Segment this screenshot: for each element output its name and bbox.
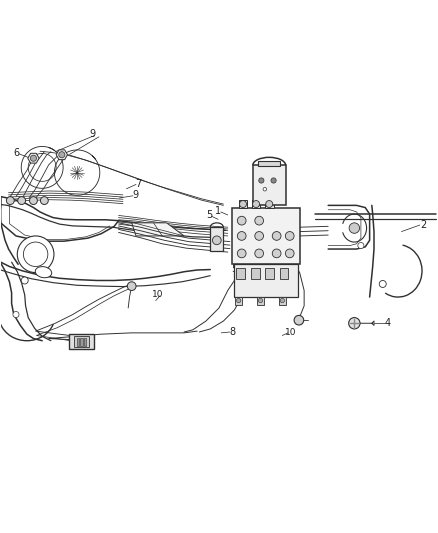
Bar bbox=[235, 297, 242, 305]
Circle shape bbox=[7, 197, 14, 205]
Circle shape bbox=[127, 282, 136, 290]
Circle shape bbox=[59, 152, 65, 158]
Bar bbox=[77, 338, 79, 346]
Text: 8: 8 bbox=[229, 327, 235, 337]
Circle shape bbox=[18, 197, 25, 205]
Bar bbox=[251, 268, 260, 279]
Circle shape bbox=[255, 249, 264, 258]
Circle shape bbox=[255, 231, 264, 240]
Bar bbox=[279, 297, 286, 305]
Text: 10: 10 bbox=[285, 328, 297, 337]
Circle shape bbox=[40, 197, 48, 205]
Circle shape bbox=[253, 200, 260, 207]
Bar bbox=[280, 268, 288, 279]
Text: 4: 4 bbox=[385, 318, 391, 328]
Circle shape bbox=[280, 298, 285, 303]
Circle shape bbox=[358, 243, 364, 248]
Bar bbox=[210, 227, 223, 251]
Circle shape bbox=[349, 318, 360, 329]
Circle shape bbox=[272, 231, 281, 240]
Circle shape bbox=[23, 242, 48, 266]
Circle shape bbox=[286, 231, 294, 240]
Text: 5: 5 bbox=[255, 182, 261, 192]
Bar bbox=[237, 268, 245, 279]
Circle shape bbox=[379, 280, 386, 287]
Circle shape bbox=[294, 316, 304, 325]
Bar bbox=[69, 334, 94, 350]
Circle shape bbox=[266, 200, 273, 207]
Circle shape bbox=[237, 216, 246, 225]
Circle shape bbox=[258, 298, 263, 303]
Bar bbox=[265, 200, 274, 208]
Bar bbox=[257, 297, 264, 305]
Text: 9: 9 bbox=[89, 129, 95, 139]
Polygon shape bbox=[56, 150, 67, 160]
Circle shape bbox=[237, 298, 241, 303]
Text: 10: 10 bbox=[152, 290, 164, 300]
Circle shape bbox=[29, 197, 37, 205]
Circle shape bbox=[30, 155, 36, 161]
Polygon shape bbox=[132, 223, 184, 236]
Circle shape bbox=[255, 216, 264, 225]
Circle shape bbox=[271, 178, 276, 183]
Circle shape bbox=[17, 236, 54, 272]
Text: 1: 1 bbox=[215, 206, 221, 216]
Text: 2: 2 bbox=[420, 220, 427, 230]
Bar bbox=[253, 165, 286, 205]
Bar bbox=[239, 200, 247, 208]
Circle shape bbox=[21, 277, 28, 284]
Circle shape bbox=[263, 188, 267, 191]
Text: 5: 5 bbox=[206, 211, 212, 221]
Text: 5: 5 bbox=[231, 264, 237, 274]
Circle shape bbox=[286, 249, 294, 258]
Text: 7: 7 bbox=[135, 179, 142, 189]
Bar bbox=[84, 338, 86, 346]
Bar bbox=[232, 207, 300, 264]
Circle shape bbox=[259, 178, 264, 183]
Circle shape bbox=[237, 249, 246, 258]
Circle shape bbox=[212, 236, 221, 245]
Text: 3: 3 bbox=[234, 266, 240, 276]
Bar bbox=[80, 338, 83, 346]
Circle shape bbox=[240, 200, 247, 207]
Bar bbox=[74, 336, 89, 348]
Bar bbox=[234, 264, 297, 297]
Ellipse shape bbox=[35, 266, 52, 278]
Bar bbox=[265, 268, 274, 279]
Circle shape bbox=[237, 231, 246, 240]
Bar bbox=[258, 161, 280, 166]
Circle shape bbox=[272, 249, 281, 258]
Text: 6: 6 bbox=[13, 148, 19, 158]
Text: 9: 9 bbox=[132, 190, 138, 200]
Circle shape bbox=[349, 223, 360, 233]
Circle shape bbox=[13, 311, 19, 318]
Bar bbox=[252, 200, 261, 208]
Polygon shape bbox=[28, 154, 39, 163]
